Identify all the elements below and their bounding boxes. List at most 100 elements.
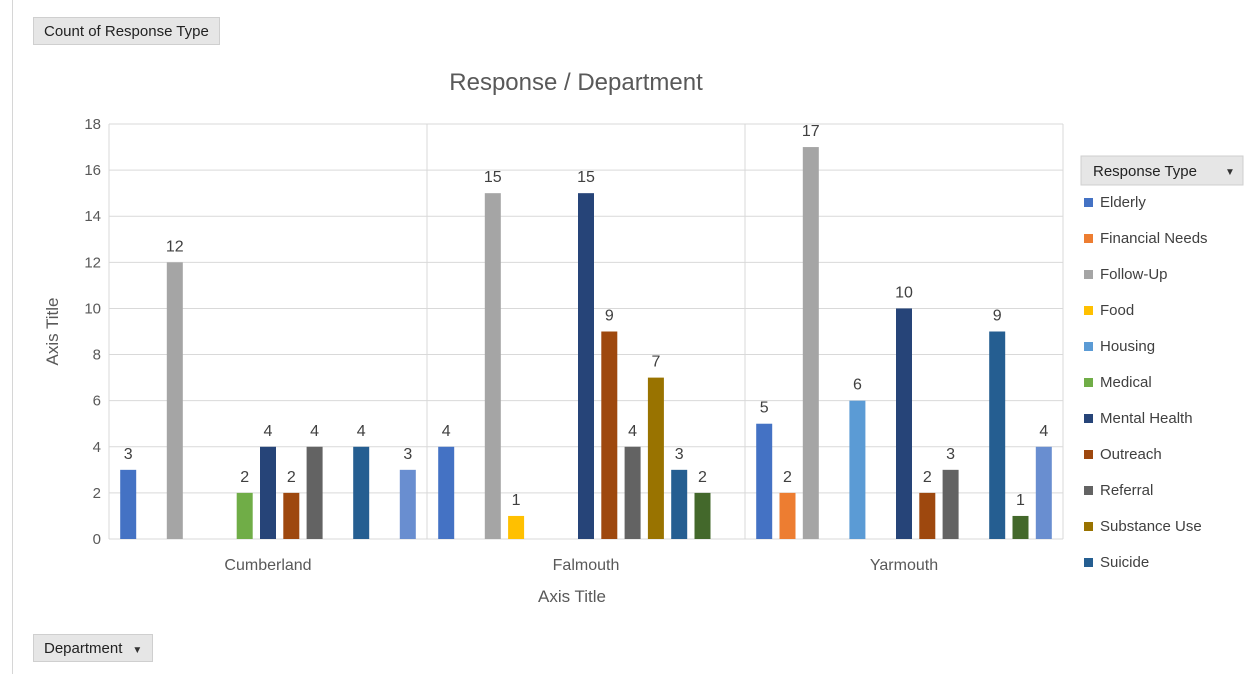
- data-label: 6: [853, 377, 862, 394]
- bar: [849, 400, 866, 539]
- data-label: 3: [403, 446, 412, 463]
- legend-swatch: [1084, 234, 1093, 243]
- data-label: 17: [802, 123, 820, 140]
- data-label: 4: [1039, 423, 1048, 440]
- value-field-button[interactable]: Count of Response Type: [33, 17, 220, 45]
- legend-swatch: [1084, 378, 1093, 387]
- bar: [756, 423, 773, 539]
- legend-item-label: Elderly: [1100, 194, 1146, 211]
- bar: [120, 469, 137, 539]
- legend-item-label: Medical: [1100, 374, 1152, 391]
- legend-item-label: Housing: [1100, 338, 1155, 355]
- data-label: 9: [605, 308, 614, 325]
- legend-swatch: [1084, 558, 1093, 567]
- bar: [508, 515, 525, 539]
- legend-swatch: [1084, 450, 1093, 459]
- bar: [484, 193, 501, 539]
- legend-field-label: Response Type: [1093, 163, 1197, 180]
- legend-swatch: [1084, 522, 1093, 531]
- data-label: 2: [240, 469, 249, 486]
- bar: [694, 492, 711, 539]
- y-tick-label: 14: [84, 208, 101, 225]
- data-label: 4: [264, 423, 273, 440]
- legend-field-button: [1080, 155, 1244, 186]
- bar: [1035, 446, 1052, 539]
- data-label: 1: [512, 492, 521, 509]
- data-label: 3: [946, 446, 955, 463]
- legend-item-label: Substance Use: [1100, 518, 1202, 535]
- legend-item-label: Referral: [1100, 482, 1153, 499]
- bar: [306, 446, 323, 539]
- bar: [919, 492, 936, 539]
- data-label: 5: [760, 400, 769, 417]
- y-tick-label: 12: [84, 254, 101, 271]
- bar: [624, 446, 641, 539]
- data-label: 7: [651, 354, 660, 371]
- data-label: 1: [1016, 492, 1025, 509]
- bar: [601, 331, 618, 539]
- legend-swatch: [1084, 486, 1093, 495]
- y-tick-label: 18: [84, 116, 101, 133]
- bar: [399, 469, 416, 539]
- department-filter-button[interactable]: Department ▼: [33, 634, 154, 662]
- bar: [942, 469, 959, 539]
- y-tick-label: 2: [93, 485, 101, 502]
- data-label: 2: [698, 469, 707, 486]
- data-label: 10: [895, 284, 913, 301]
- legend-swatch: [1084, 342, 1093, 351]
- pivot-chart-sheet: Count of Response Type Response / Depart…: [12, 0, 1253, 674]
- bar: [1012, 515, 1029, 539]
- legend-item-label: Outreach: [1100, 446, 1162, 463]
- data-label: 4: [357, 423, 366, 440]
- data-label: 3: [675, 446, 684, 463]
- y-tick-label: 10: [84, 300, 101, 317]
- response-department-chart: Response / Department0246810121416183122…: [43, 69, 1244, 606]
- bar: [989, 331, 1006, 539]
- data-label: 15: [577, 169, 595, 186]
- data-label: 3: [124, 446, 133, 463]
- legend-swatch: [1084, 414, 1093, 423]
- data-label: 4: [628, 423, 637, 440]
- value-field-label: Count of Response Type: [44, 23, 209, 40]
- bar: [353, 446, 370, 539]
- x-category-label: Yarmouth: [870, 557, 938, 574]
- data-label: 2: [783, 469, 792, 486]
- x-category-label: Cumberland: [224, 557, 311, 574]
- y-tick-label: 0: [93, 531, 101, 548]
- bar: [671, 469, 688, 539]
- bar: [578, 193, 594, 539]
- y-tick-label: 6: [93, 393, 101, 410]
- legend-item-label: Mental Health: [1100, 410, 1193, 427]
- y-tick-label: 16: [84, 162, 101, 179]
- y-axis-title: Axis Title: [43, 297, 62, 365]
- bar: [779, 492, 796, 539]
- bar: [896, 308, 912, 539]
- y-tick-label: 4: [93, 439, 101, 456]
- data-label: 4: [442, 423, 451, 440]
- legend-swatch: [1084, 306, 1093, 315]
- chart-title: Response / Department: [449, 69, 703, 96]
- legend-item-label: Food: [1100, 302, 1134, 319]
- department-filter-label: Department: [44, 640, 123, 657]
- bar: [166, 262, 183, 539]
- bar: [236, 492, 253, 539]
- chevron-down-icon: ▼: [1225, 167, 1235, 178]
- legend-item-label: Financial Needs: [1100, 230, 1208, 247]
- data-label: 2: [923, 469, 932, 486]
- legend-swatch: [1084, 270, 1093, 279]
- bar: [438, 446, 455, 539]
- bar: [283, 492, 300, 539]
- data-label: 15: [484, 169, 502, 186]
- bar: [647, 377, 664, 539]
- data-label: 2: [287, 469, 296, 486]
- legend-item-label: Suicide: [1100, 554, 1149, 571]
- chevron-down-icon[interactable]: ▼: [132, 645, 143, 656]
- legend-swatch: [1084, 198, 1093, 207]
- data-label: 4: [310, 423, 319, 440]
- x-axis-title: Axis Title: [538, 587, 606, 606]
- bar: [802, 147, 819, 540]
- bar: [260, 446, 276, 539]
- data-label: 9: [993, 308, 1002, 325]
- x-category-label: Falmouth: [553, 557, 620, 574]
- legend-item-label: Follow-Up: [1100, 266, 1168, 283]
